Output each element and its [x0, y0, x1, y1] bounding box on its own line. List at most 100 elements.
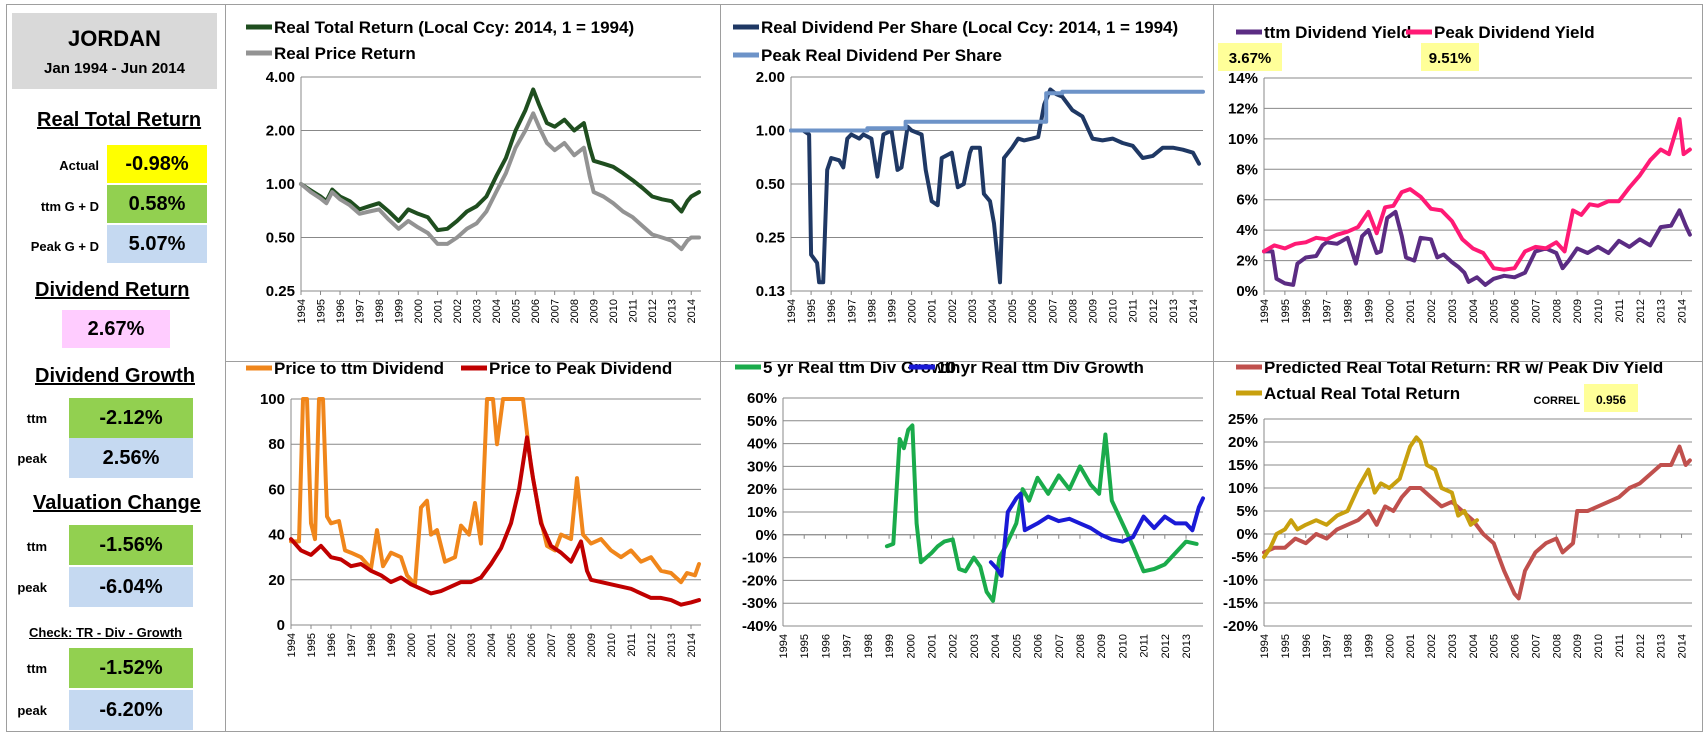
x-tick-label: 2013: [1656, 634, 1668, 658]
x-tick-label: 1995: [306, 633, 318, 657]
x-tick-label: 1997: [1322, 634, 1334, 658]
y-tick-label: 0%: [755, 527, 777, 544]
x-tick-label: 2004: [987, 299, 999, 323]
panel-divider: [1213, 5, 1214, 731]
vc-peak-label: peak: [17, 580, 47, 595]
x-tick-label: 2003: [466, 633, 478, 657]
x-tick-label: 1994: [286, 633, 298, 657]
x-tick-label: 1997: [355, 299, 367, 323]
y-tick-label: 10%: [747, 504, 777, 521]
series-line-2: [988, 491, 1205, 578]
series-line-1: [1262, 208, 1692, 287]
x-tick-label: 2002: [1426, 634, 1438, 658]
y-tick-label: 0%: [1236, 526, 1258, 543]
x-tick-label: 2001: [1405, 634, 1417, 658]
dashboard: JORDAN Jan 1994 - Jun 2014 Real Total Re…: [6, 4, 1703, 732]
x-tick-label: 2006: [1510, 299, 1522, 323]
y-tick-label: -10%: [742, 550, 777, 567]
chart-dividend-yield: 14% 12% 10% 8% 6% 4% 2% 0%1994 1995 1996 1997 1998 1…: [1218, 23, 1692, 323]
vc-ttm-label: ttm: [26, 539, 47, 554]
x-tick-label: 2002: [948, 634, 960, 658]
x-tick-label: 2009: [1572, 634, 1584, 658]
legend-label: Price to ttm Dividend: [274, 362, 444, 378]
chart-real-div-growth: 60% 50% 40% 30% 20% 10% 0% -10% -20% -30% -40%1994…: [735, 362, 1205, 658]
x-tick-label: 1999: [386, 633, 398, 657]
y-tick-label: 5%: [1236, 503, 1258, 520]
y-tick-label: 0: [277, 617, 285, 634]
x-tick-label: 2014: [1677, 634, 1689, 658]
x-tick-label: 1998: [1343, 634, 1355, 658]
x-tick-label: 2006: [1510, 634, 1522, 658]
y-tick-label: 30%: [747, 458, 777, 475]
x-tick-label: 2011: [1128, 299, 1140, 323]
x-tick-label: 2013: [1168, 299, 1180, 323]
y-tick-label: -30%: [742, 595, 777, 612]
x-tick-label: 1999: [1363, 634, 1375, 658]
x-tick-label: 2008: [1067, 299, 1079, 323]
x-tick-label: 2012: [1635, 299, 1647, 323]
x-tick-label: 2014: [1188, 299, 1200, 323]
x-tick-label: 2004: [990, 634, 1002, 658]
x-tick-label: 1997: [846, 299, 858, 323]
x-tick-label: 2007: [1054, 634, 1066, 658]
series-line-1: [884, 423, 1199, 603]
x-tick-label: 2008: [1551, 634, 1563, 658]
x-tick-label: 1999: [394, 299, 406, 323]
y-tick-label: -5%: [1231, 549, 1258, 566]
period-label: Jan 1994 - Jun 2014: [44, 59, 185, 77]
y-tick-label: 50%: [747, 413, 777, 430]
x-tick-label: 2006: [1033, 634, 1045, 658]
dividend-growth-heading: Dividend Growth: [35, 365, 195, 387]
y-tick-label: 0%: [1236, 283, 1258, 300]
x-tick-label: 2009: [589, 299, 601, 323]
legend-label: Peak Real Dividend Per Share: [761, 46, 1002, 65]
x-tick-label: 2009: [586, 633, 598, 657]
series-line-1: [289, 397, 701, 587]
value-badge: [1421, 43, 1479, 71]
panel-divider: [720, 5, 721, 731]
y-tick-label: -10%: [1223, 572, 1258, 589]
x-tick-label: 2003: [472, 299, 484, 323]
panel-divider: [225, 5, 226, 731]
rtr-peak-value: 5.07%: [107, 225, 207, 263]
x-tick-label: 1999: [884, 634, 896, 658]
x-tick-label: 2005: [1489, 299, 1501, 323]
y-tick-label: 20%: [747, 481, 777, 498]
x-tick-label: 2012: [1635, 634, 1647, 658]
y-tick-label: 12%: [1228, 100, 1258, 117]
y-tick-label: 8%: [1236, 161, 1258, 178]
x-tick-label: 1995: [799, 634, 811, 658]
x-tick-label: 2003: [967, 299, 979, 323]
y-tick-label: 80: [268, 436, 285, 453]
legend-label: Real Total Return (Local Ccy: 2014, 1 = …: [274, 18, 634, 37]
x-tick-label: 1998: [374, 299, 386, 323]
x-tick-label: 2004: [1468, 299, 1480, 323]
rtr-actual-value: -0.98%: [107, 145, 207, 183]
x-tick-label: 2013: [666, 633, 678, 657]
check-peak-value: -6.20%: [69, 690, 193, 730]
x-tick-label: 1995: [1280, 634, 1292, 658]
series-line-2: [299, 111, 701, 252]
y-tick-label: 2%: [1236, 253, 1258, 270]
x-tick-label: 2003: [1447, 634, 1459, 658]
y-tick-label: 6%: [1236, 192, 1258, 209]
correl-label: CORREL: [1534, 395, 1581, 407]
legend-label: 10 yr Real ttm Div Growth: [937, 362, 1144, 377]
y-tick-label: 60: [268, 481, 285, 498]
x-tick-label: 2000: [907, 299, 919, 323]
y-tick-label: 40%: [747, 436, 777, 453]
x-tick-label: 2004: [486, 633, 498, 657]
x-tick-label: 1994: [1259, 634, 1271, 658]
x-tick-label: 2011: [1614, 299, 1626, 323]
y-tick-label: 1.00: [756, 123, 785, 140]
x-tick-label: 1994: [786, 299, 798, 323]
y-tick-label: 40: [268, 527, 285, 544]
x-tick-label: 1997: [1322, 299, 1334, 323]
country-title: JORDAN: [68, 25, 161, 51]
x-tick-label: 1996: [820, 634, 832, 658]
y-tick-label: 10%: [1228, 131, 1258, 148]
x-tick-label: 2014: [1677, 299, 1689, 323]
legend-label: Price to Peak Dividend: [489, 362, 672, 378]
x-tick-label: 2001: [927, 299, 939, 323]
y-tick-label: 1.00: [266, 176, 295, 193]
